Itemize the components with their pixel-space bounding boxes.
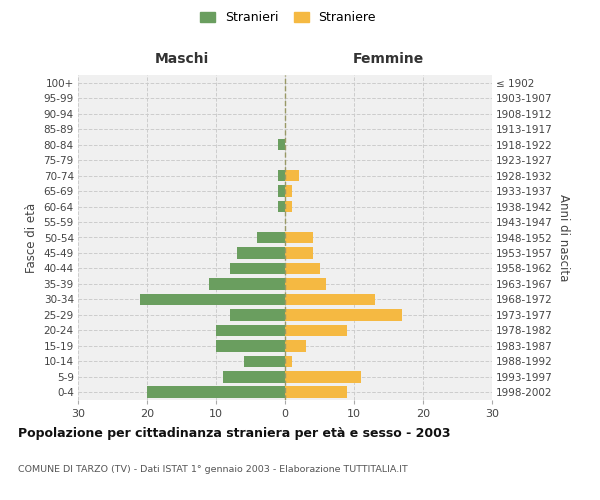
Bar — [278, 139, 285, 150]
Bar — [285, 232, 313, 243]
Bar — [285, 309, 402, 320]
Bar — [278, 200, 285, 212]
Bar — [285, 170, 299, 181]
Bar — [223, 371, 285, 382]
Bar — [278, 170, 285, 181]
Bar — [230, 262, 285, 274]
Bar — [285, 371, 361, 382]
Bar — [147, 386, 285, 398]
Bar — [285, 386, 347, 398]
Bar — [285, 340, 306, 351]
Bar — [216, 340, 285, 351]
Bar — [209, 278, 285, 289]
Text: Femmine: Femmine — [353, 52, 424, 66]
Bar — [257, 232, 285, 243]
Bar — [285, 294, 374, 305]
Bar — [230, 309, 285, 320]
Text: Maschi: Maschi — [154, 52, 209, 66]
Bar — [285, 200, 292, 212]
Y-axis label: Anni di nascita: Anni di nascita — [557, 194, 569, 281]
Y-axis label: Fasce di età: Fasce di età — [25, 202, 38, 272]
Legend: Stranieri, Straniere: Stranieri, Straniere — [195, 6, 381, 29]
Text: COMUNE DI TARZO (TV) - Dati ISTAT 1° gennaio 2003 - Elaborazione TUTTITALIA.IT: COMUNE DI TARZO (TV) - Dati ISTAT 1° gen… — [18, 465, 408, 474]
Bar — [244, 356, 285, 367]
Bar — [237, 247, 285, 259]
Bar — [285, 356, 292, 367]
Bar — [285, 278, 326, 289]
Bar — [140, 294, 285, 305]
Bar — [278, 186, 285, 197]
Bar — [285, 262, 320, 274]
Bar — [285, 324, 347, 336]
Text: Popolazione per cittadinanza straniera per età e sesso - 2003: Popolazione per cittadinanza straniera p… — [18, 428, 451, 440]
Bar — [216, 324, 285, 336]
Bar — [285, 247, 313, 259]
Bar — [285, 186, 292, 197]
